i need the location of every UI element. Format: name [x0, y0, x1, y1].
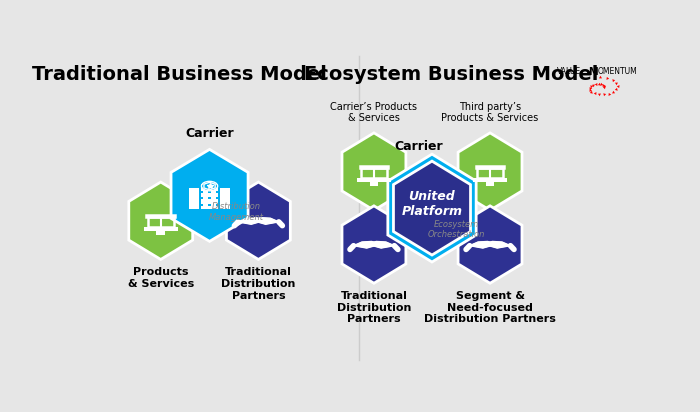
Text: Carrier: Carrier [394, 140, 443, 153]
Bar [200, 197, 204, 199]
Polygon shape [255, 218, 279, 224]
Bar [200, 204, 204, 206]
Bar [208, 191, 211, 193]
Bar [189, 188, 199, 209]
Text: Segment &
Need-focused
Distribution Partners: Segment & Need-focused Distribution Part… [424, 291, 556, 324]
Bar [156, 230, 165, 235]
Polygon shape [388, 154, 476, 262]
Text: M: M [588, 67, 598, 77]
Bar [202, 183, 218, 209]
Bar [216, 191, 219, 193]
Polygon shape [486, 241, 510, 248]
Text: VALUE: VALUE [556, 67, 581, 76]
Polygon shape [171, 150, 248, 241]
Polygon shape [370, 241, 394, 248]
Polygon shape [342, 133, 406, 210]
Polygon shape [393, 161, 470, 255]
Polygon shape [458, 133, 522, 210]
Polygon shape [458, 206, 522, 283]
Polygon shape [354, 241, 377, 248]
Bar [208, 197, 211, 199]
Polygon shape [342, 206, 406, 283]
Bar [216, 197, 219, 199]
Bar [208, 204, 211, 206]
Text: United
Platform: United Platform [402, 190, 463, 218]
Bar [370, 181, 378, 185]
Bar [477, 168, 503, 178]
Bar [360, 166, 389, 168]
Bar [146, 215, 175, 217]
Text: Distribution
Management: Distribution Management [209, 202, 264, 222]
Text: Ecosystem
Orchestration: Ecosystem Orchestration [428, 220, 485, 239]
Text: Carrier: Carrier [186, 127, 234, 140]
Polygon shape [226, 182, 290, 260]
Bar [220, 188, 230, 209]
Polygon shape [129, 182, 193, 260]
Text: Products
& Services: Products & Services [127, 267, 194, 289]
Text: Third party’s
Products & Services: Third party’s Products & Services [442, 102, 539, 123]
Bar [144, 227, 178, 231]
Text: Ecosystem Business Model: Ecosystem Business Model [304, 66, 598, 84]
Polygon shape [238, 218, 262, 224]
Bar [216, 204, 219, 206]
Text: Traditional Business Model: Traditional Business Model [32, 66, 327, 84]
Polygon shape [470, 241, 494, 248]
Bar [486, 181, 494, 185]
Text: Carrier’s Products
& Services: Carrier’s Products & Services [330, 102, 417, 123]
Bar [148, 217, 174, 227]
Bar [475, 166, 505, 168]
Bar [360, 168, 387, 178]
Bar [200, 191, 204, 193]
Bar [473, 178, 507, 182]
Text: Traditional
Distribution
Partners: Traditional Distribution Partners [337, 291, 411, 324]
Circle shape [202, 181, 218, 191]
Bar [357, 178, 391, 182]
Text: OMENTUM: OMENTUM [598, 67, 637, 76]
Text: Traditional
Distribution
Partners: Traditional Distribution Partners [221, 267, 295, 301]
